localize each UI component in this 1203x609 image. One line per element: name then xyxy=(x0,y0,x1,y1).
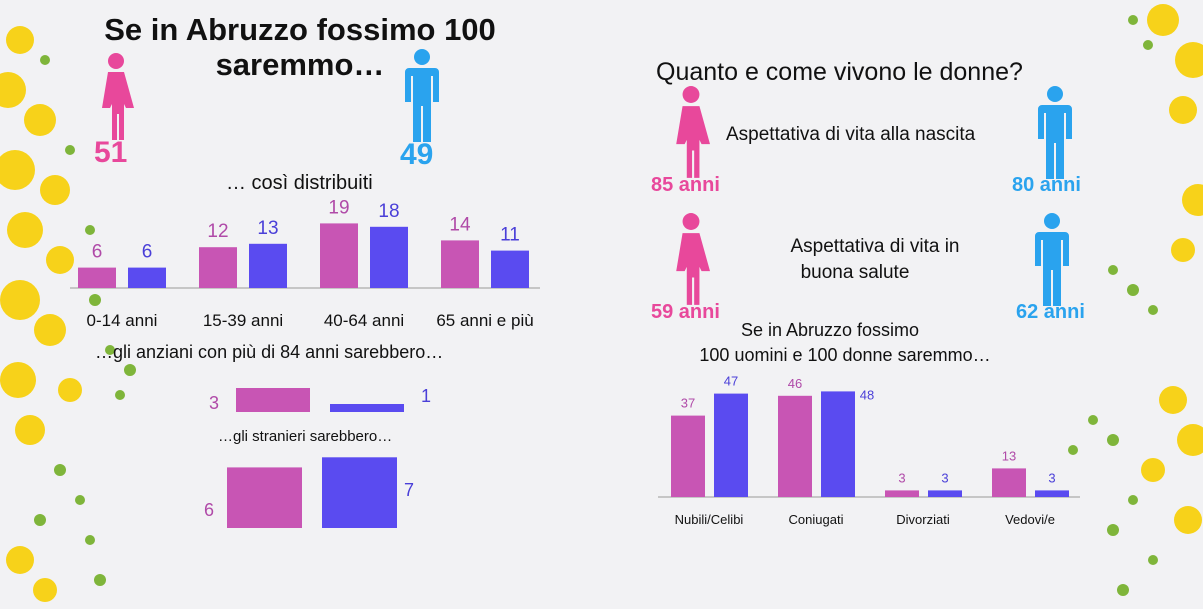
bar-female-0 xyxy=(671,415,705,497)
tick-label-1: Coniugati xyxy=(789,512,844,527)
bar-female-1 xyxy=(199,247,237,288)
tick-label-0: 0-14 anni xyxy=(87,311,158,330)
data-label-male-1: 48 xyxy=(860,387,874,402)
tick-label-2: Divorziati xyxy=(896,512,950,527)
bar-female-0 xyxy=(78,267,116,288)
bar-female-elderly xyxy=(236,388,310,412)
male-icon xyxy=(405,49,439,142)
bar-male-foreigners xyxy=(322,457,397,528)
flower-decoration-right xyxy=(1068,4,1203,596)
marital-caption: Se in Abruzzo fossimo 100 uomini e 100 d… xyxy=(680,318,1010,368)
female-icon-life xyxy=(676,86,710,178)
data-label-female-2: 19 xyxy=(328,197,349,218)
tick-label-3: Vedovi/e xyxy=(1005,512,1055,527)
bar-female-1 xyxy=(778,395,812,497)
bar-female-2 xyxy=(885,490,919,497)
female-life-value: 85 anni xyxy=(651,174,720,196)
data-label-female-1: 46 xyxy=(788,376,802,391)
tick-label-3: 65 anni e più xyxy=(436,311,533,330)
data-label-male-0: 47 xyxy=(724,375,738,389)
data-label-male-2: 3 xyxy=(941,470,948,485)
female-icon xyxy=(102,53,134,140)
bar-female-foreigners xyxy=(227,467,302,528)
bar-female-2 xyxy=(320,223,358,288)
marital-caption-line2: 100 uomini e 100 donne saremmo… xyxy=(699,345,991,365)
foreigners-chart: 67 xyxy=(204,457,414,528)
elderly-caption: …gli anziani con più di 84 anni sarebber… xyxy=(95,342,444,362)
data-label-female-elderly: 3 xyxy=(209,393,219,413)
bar-male-0 xyxy=(714,393,748,497)
data-label-female-2: 3 xyxy=(898,470,905,485)
data-label-male-elderly: 1 xyxy=(421,386,431,406)
data-label-male-3: 11 xyxy=(500,225,520,246)
bar-male-1 xyxy=(821,391,855,497)
male-healthy-value: 62 anni xyxy=(1016,301,1085,323)
female-icon-healthy xyxy=(676,213,710,305)
male-count: 49 xyxy=(400,138,434,171)
marital-caption-line1: Se in Abruzzo fossimo xyxy=(740,320,920,340)
male-icon-healthy xyxy=(1035,213,1069,306)
data-label-female-3: 13 xyxy=(1002,448,1016,463)
age-distribution-chart: 6 6 0-14 anni 12 13 15-39 anni 19 18 40-64 anni 1… xyxy=(70,197,540,330)
female-healthy-value: 59 anni xyxy=(651,301,720,323)
bar-male-elderly xyxy=(330,404,404,412)
bar-male-3 xyxy=(1035,490,1069,497)
marital-status-chart: 37 47 Nubili/Celibi 46 48 Coniugati 3 3 Divorzia… xyxy=(658,375,1080,527)
male-icon-life xyxy=(1038,86,1072,179)
bar-male-2 xyxy=(370,226,408,288)
data-label-male-foreigners: 7 xyxy=(404,480,414,500)
data-label-male-1: 13 xyxy=(257,218,278,239)
data-label-female-1: 12 xyxy=(207,221,228,242)
bar-male-3 xyxy=(491,250,529,288)
data-label-male-2: 18 xyxy=(378,201,399,222)
bar-female-3 xyxy=(992,468,1026,497)
flower-decoration-left xyxy=(0,26,136,602)
bar-male-0 xyxy=(128,267,166,288)
data-label-female-0: 6 xyxy=(92,242,103,263)
distribution-caption: … così distribuiti xyxy=(226,172,373,194)
tick-label-0: Nubili/Celibi xyxy=(675,512,744,527)
bar-male-1 xyxy=(249,243,287,288)
female-count: 51 xyxy=(94,136,128,169)
data-label-male-3: 3 xyxy=(1048,470,1055,485)
data-label-female-3: 14 xyxy=(449,214,471,235)
bar-male-2 xyxy=(928,490,962,497)
male-life-value: 80 anni xyxy=(1012,174,1081,196)
right-title: Quanto e come vivono le donne? xyxy=(656,58,1023,86)
healthy-label: Aspettativa di vita in buona salute xyxy=(760,234,990,286)
tick-label-1: 15-39 anni xyxy=(203,311,283,330)
healthy-label-line1: Aspettativa di vita in xyxy=(790,236,960,257)
left-title-line2: saremmo… xyxy=(215,47,385,82)
left-title-line1: Se in Abruzzo fossimo 100 xyxy=(104,12,496,47)
left-title: Se in Abruzzo fossimo 100 saremmo… xyxy=(40,12,560,82)
life-expectancy-label: Aspettativa di vita alla nascita xyxy=(726,124,976,145)
healthy-label-line2: buona salute xyxy=(800,262,910,283)
tick-label-2: 40-64 anni xyxy=(324,311,404,330)
data-label-male-0: 6 xyxy=(142,242,153,263)
foreigners-caption: …gli stranieri sarebbero… xyxy=(218,428,393,445)
data-label-female-foreigners: 6 xyxy=(204,500,214,520)
bar-female-3 xyxy=(441,240,479,288)
data-label-female-0: 37 xyxy=(681,396,695,411)
